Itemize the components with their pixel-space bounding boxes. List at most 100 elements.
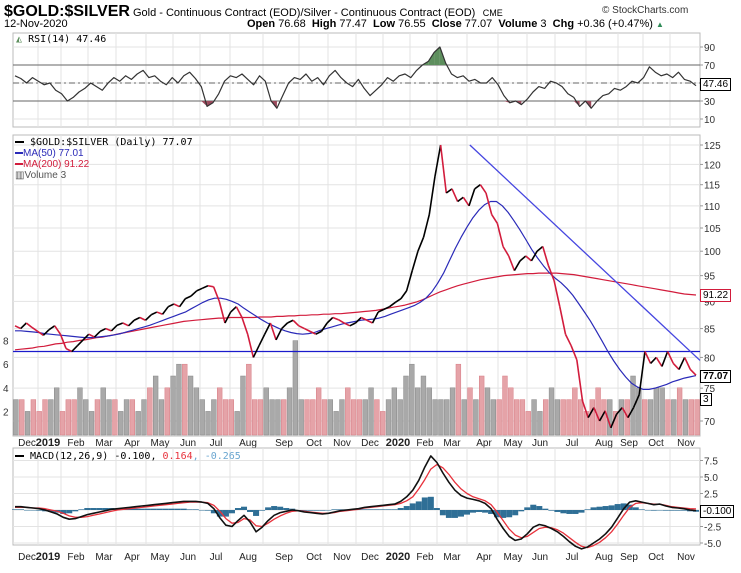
price-segment	[292, 319, 300, 327]
volume-bar	[496, 399, 502, 436]
macd-histogram-bar	[18, 509, 25, 510]
volume-bar	[333, 411, 339, 436]
x-axis-label: Feb	[416, 438, 434, 449]
price-segment	[655, 357, 663, 367]
macd-histogram-bar	[656, 510, 663, 511]
macd-histogram-bar	[421, 497, 428, 510]
macd-histogram-bar	[325, 510, 332, 511]
volume-bar	[24, 411, 31, 436]
up-arrow-icon: ▲	[656, 20, 664, 29]
volume-bar	[158, 399, 165, 436]
price-segment	[394, 298, 402, 304]
volume-label: Volume	[498, 18, 538, 30]
price-tick-label: 80	[704, 353, 716, 364]
volume-bar	[234, 411, 240, 436]
macd-histogram-bar	[614, 504, 621, 510]
macd-histogram-bar	[253, 510, 260, 516]
x-axis-label: Sep	[275, 438, 293, 449]
price-segment	[116, 322, 124, 326]
volume-bar	[327, 399, 333, 436]
high-label: High	[311, 18, 337, 30]
x-axis-label: Jun	[532, 552, 548, 563]
price-segment	[593, 407, 601, 422]
volume-bar	[449, 387, 456, 436]
x-axis-label: Aug	[239, 438, 257, 449]
price-segment	[661, 351, 669, 367]
rsi-area-icon: ◭	[16, 34, 23, 45]
price-tick-label: 105	[704, 224, 721, 235]
price-segment	[263, 322, 272, 335]
legend-ma50: MA(50) 77.01	[15, 148, 193, 159]
volume-bar	[554, 399, 561, 436]
chart-header-title: $GOLD:$SILVER Gold - Continuous Contract …	[4, 3, 503, 21]
volume-bar	[525, 411, 531, 436]
macd-histogram-bar	[361, 509, 368, 510]
macd-histogram-bar	[102, 508, 109, 510]
volume-bar	[694, 399, 700, 436]
macd-histogram-bar	[427, 496, 434, 510]
macd-histogram-bar	[234, 508, 241, 510]
price-segment	[389, 301, 396, 308]
macd-tick-label: -2.5	[704, 523, 722, 534]
volume-bar	[409, 363, 415, 436]
price-segment	[127, 319, 135, 327]
macd-histogram-bar	[11, 509, 19, 510]
macd-histogram-bar	[313, 510, 320, 511]
price-segment	[178, 298, 186, 308]
price-segment	[434, 144, 442, 177]
macd-histogram-bar	[451, 510, 458, 518]
price-segment	[502, 246, 510, 257]
volume-bar	[577, 399, 584, 436]
volume-bar	[374, 399, 380, 436]
price-tick-label: 90	[704, 297, 716, 308]
x-axis-label: Apr	[476, 438, 492, 449]
price-segment	[212, 286, 221, 302]
price-segment	[218, 301, 226, 324]
volume-bar	[543, 399, 549, 436]
macd-histogram-bar	[271, 506, 278, 510]
close-value: 77.07	[464, 18, 493, 30]
legend-price-text: $GOLD:$SILVER (Daily) 77.07	[30, 137, 193, 148]
macd-histogram-bar	[319, 510, 326, 511]
rsi-legend-text: RSI(14) 47.46	[28, 34, 107, 45]
price-segment	[48, 325, 56, 331]
macd-histogram-bar	[518, 510, 525, 512]
macd-tick-label: -5.0	[704, 539, 722, 550]
chg-label: Chg	[552, 18, 575, 30]
macd-histogram-bar	[542, 508, 549, 510]
line-swatch-icon	[15, 141, 24, 143]
x-axis-label: Sep	[275, 552, 293, 563]
macd-histogram-bar	[590, 507, 597, 510]
macd-histogram-bar	[692, 510, 700, 512]
x-axis-label: Oct	[648, 438, 664, 449]
macd-histogram-bar	[283, 508, 290, 510]
price-segment	[76, 339, 84, 347]
volume-bar	[397, 399, 403, 436]
quote-date: 12-Nov-2020	[4, 18, 68, 30]
price-segment	[59, 333, 67, 349]
volume-bar	[519, 399, 526, 436]
price-segment	[371, 311, 379, 324]
price-segment	[230, 306, 237, 313]
x-axis-label: May	[504, 438, 523, 449]
price-segment	[530, 250, 538, 262]
x-axis-label: Nov	[677, 438, 695, 449]
price-segment	[615, 407, 623, 415]
volume-bar	[356, 399, 363, 436]
macd-histogram-bar	[488, 510, 495, 514]
macd-legend: MACD(12,26,9) -0.100, 0.164, -0.265	[15, 451, 241, 462]
volume-bar	[548, 387, 555, 436]
volume-bar	[240, 375, 246, 436]
price-segment	[576, 359, 584, 402]
volume-bar	[42, 399, 48, 436]
price-segment	[672, 362, 680, 371]
price-segment	[235, 306, 243, 318]
price-segment	[326, 316, 334, 324]
price-segment	[542, 246, 550, 266]
volume-bar	[560, 399, 566, 436]
volume-tag: 3	[700, 393, 712, 406]
price-segment	[377, 308, 385, 313]
price-segment	[14, 325, 22, 330]
price-segment	[20, 322, 27, 330]
